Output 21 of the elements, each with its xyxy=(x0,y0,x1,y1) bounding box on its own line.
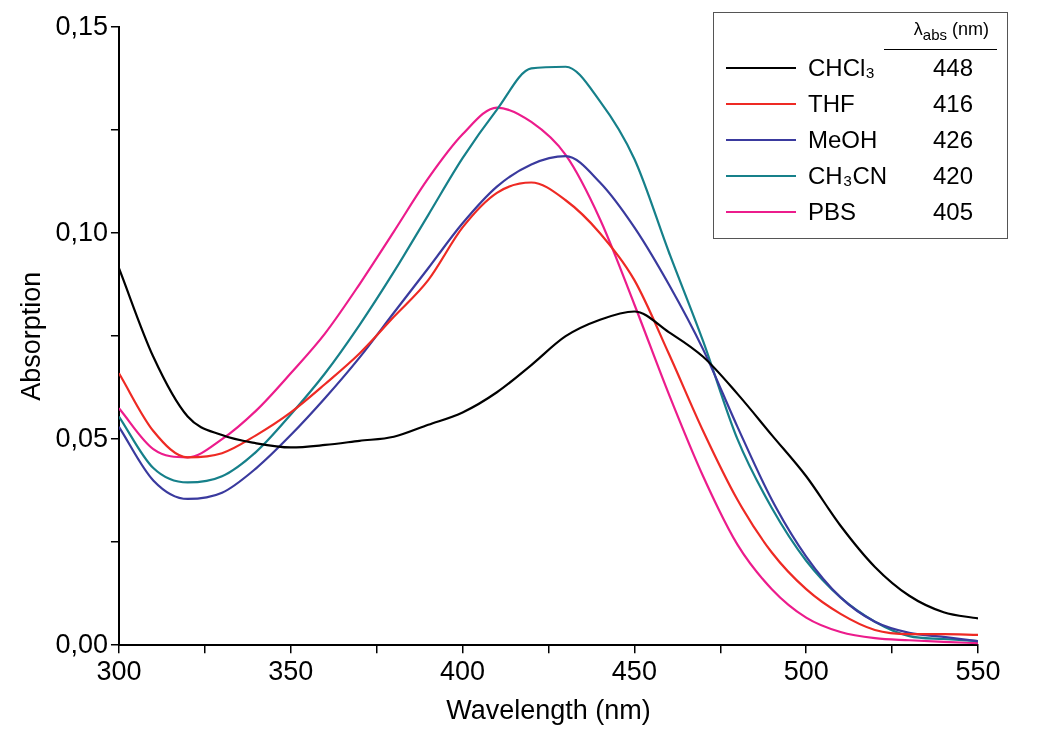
annotation: 426 xyxy=(931,125,974,154)
x-axis-title: Wavelength (nm) xyxy=(446,695,651,726)
legend-label: PBS xyxy=(808,197,858,226)
x-tick-label: 500 xyxy=(783,655,829,686)
y-tick-label: 0,05 xyxy=(55,422,108,453)
x-tick-label: 350 xyxy=(268,655,314,686)
x-tick-label: 400 xyxy=(440,655,486,686)
annotation: 416 xyxy=(931,89,974,118)
y-axis-title: Absorption xyxy=(15,271,46,401)
x-tick-label: 450 xyxy=(611,655,657,686)
legend-label: THF xyxy=(808,89,856,118)
annotation: 448 xyxy=(931,53,974,82)
legend-label: CH₃CN xyxy=(808,161,889,190)
x-tick-label: 550 xyxy=(955,655,1001,686)
y-tick-label: 0,10 xyxy=(55,216,108,247)
legend-label: MeOH xyxy=(808,125,879,154)
legend-label: CHCl₃ xyxy=(808,53,877,82)
annotation: 405 xyxy=(931,197,974,226)
annotation: 420 xyxy=(931,161,974,190)
legend-title: λ$_{abs}$ (nm) xyxy=(883,19,997,50)
y-tick-label: 0,15 xyxy=(55,10,108,41)
